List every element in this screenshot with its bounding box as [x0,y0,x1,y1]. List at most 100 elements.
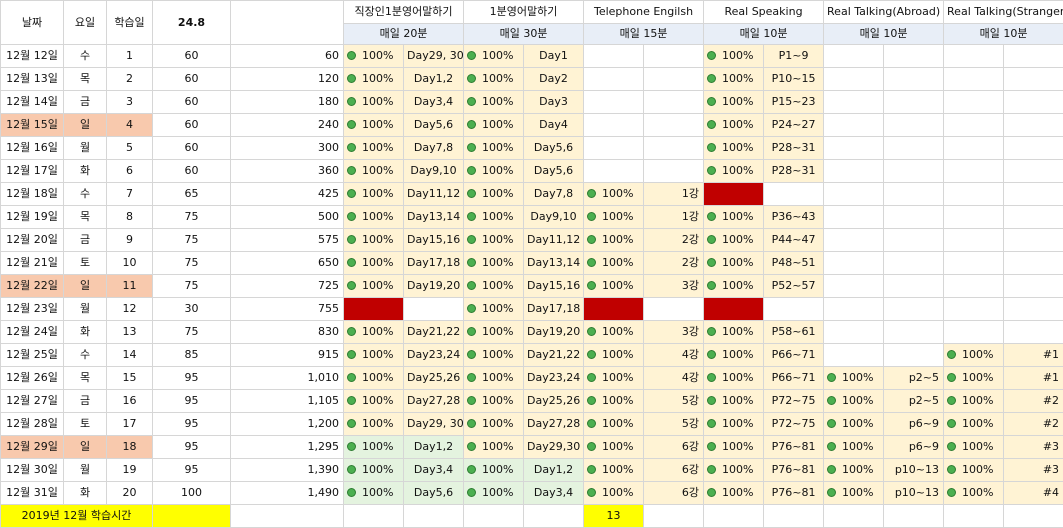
progress-cell[interactable]: 100% [584,436,644,459]
lesson-cell[interactable]: Day29,30 [524,436,584,459]
cumulative-cell[interactable]: 755 [231,298,344,321]
lesson-cell[interactable]: Day1,2 [524,459,584,482]
empty-cell[interactable] [584,68,644,91]
empty-cell[interactable] [884,275,944,298]
study-day-cell[interactable]: 17 [107,413,153,436]
lesson-cell[interactable]: #1 [1004,367,1063,390]
progress-cell[interactable]: 100% [464,252,524,275]
progress-cell[interactable]: 100% [704,275,764,298]
date-cell[interactable]: 12월 16일 [1,137,64,160]
progress-cell[interactable]: 100% [464,413,524,436]
empty-cell[interactable] [944,114,1004,137]
progress-cell[interactable]: 100% [584,275,644,298]
study-day-cell[interactable]: 10 [107,252,153,275]
missed-cell[interactable] [584,298,644,321]
study-day-cell[interactable]: 18 [107,436,153,459]
progress-cell[interactable]: 100% [464,298,524,321]
empty-cell[interactable] [944,252,1004,275]
lesson-cell[interactable]: Day13,14 [524,252,584,275]
minutes-cell[interactable]: 95 [153,413,231,436]
empty-cell[interactable] [464,505,524,528]
empty-cell[interactable] [764,183,824,206]
lectures-total[interactable]: 13 [584,505,644,528]
lesson-cell[interactable]: Day7,8 [404,137,464,160]
lesson-cell[interactable]: P66~71 [764,344,824,367]
progress-cell[interactable]: 100% [704,321,764,344]
group-freq-5[interactable]: 매일 10분 [824,24,944,45]
progress-cell[interactable]: 100% [944,344,1004,367]
empty-cell[interactable] [944,137,1004,160]
lesson-cell[interactable]: Day19,20 [404,275,464,298]
weekday-cell[interactable]: 수 [64,183,107,206]
study-day-cell[interactable]: 3 [107,91,153,114]
lesson-cell[interactable]: Day7,8 [524,183,584,206]
empty-cell[interactable] [824,137,884,160]
lesson-cell[interactable]: Day29, 30 [404,45,464,68]
lesson-cell[interactable]: P28~31 [764,137,824,160]
lesson-cell[interactable]: #3 [1004,459,1063,482]
empty-cell[interactable] [1004,298,1063,321]
progress-cell[interactable]: 100% [464,390,524,413]
lesson-cell[interactable]: #2 [1004,413,1063,436]
progress-cell[interactable]: 100% [704,344,764,367]
cumulative-cell[interactable]: 1,200 [231,413,344,436]
cumulative-cell[interactable]: 120 [231,68,344,91]
lesson-cell[interactable]: 3강 [644,275,704,298]
cumulative-cell[interactable]: 575 [231,229,344,252]
progress-cell[interactable]: 100% [464,459,524,482]
progress-cell[interactable]: 100% [704,482,764,505]
group-freq-1[interactable]: 매일 20분 [344,24,464,45]
lesson-cell[interactable]: #1 [1004,344,1063,367]
empty-cell[interactable] [764,505,824,528]
lesson-cell[interactable]: P10~15 [764,68,824,91]
group-header-6[interactable]: Real Talking(Stranger) [944,1,1063,24]
progress-cell[interactable]: 100% [584,344,644,367]
progress-cell[interactable]: 100% [824,413,884,436]
weekday-cell[interactable]: 월 [64,298,107,321]
study-day-cell[interactable]: 14 [107,344,153,367]
lesson-cell[interactable]: Day25,26 [404,367,464,390]
lesson-cell[interactable]: P48~51 [764,252,824,275]
missed-cell[interactable] [344,298,404,321]
empty-cell[interactable] [584,137,644,160]
weekday-cell[interactable]: 수 [64,344,107,367]
progress-cell[interactable]: 100% [944,367,1004,390]
cumulative-cell[interactable]: 360 [231,160,344,183]
study-day-cell[interactable]: 19 [107,459,153,482]
minutes-cell[interactable]: 75 [153,275,231,298]
cumulative-cell[interactable]: 425 [231,183,344,206]
weekday-cell[interactable]: 목 [64,367,107,390]
lesson-cell[interactable]: Day27,28 [524,413,584,436]
study-day-cell[interactable]: 20 [107,482,153,505]
weekday-cell[interactable]: 금 [64,91,107,114]
progress-cell[interactable]: 100% [344,206,404,229]
empty-cell[interactable] [884,298,944,321]
weekday-cell[interactable]: 일 [64,275,107,298]
progress-cell[interactable]: 100% [344,275,404,298]
date-cell[interactable]: 12월 27일 [1,390,64,413]
cumulative-cell[interactable]: 725 [231,275,344,298]
minutes-cell[interactable]: 95 [153,459,231,482]
lesson-cell[interactable]: Day3,4 [404,91,464,114]
date-cell[interactable]: 12월 22일 [1,275,64,298]
minutes-cell[interactable]: 65 [153,183,231,206]
progress-cell[interactable]: 100% [344,344,404,367]
lesson-cell[interactable]: P66~71 [764,367,824,390]
lesson-cell[interactable]: #2 [1004,390,1063,413]
empty-cell[interactable] [884,206,944,229]
empty-cell[interactable] [944,229,1004,252]
progress-cell[interactable]: 100% [464,91,524,114]
progress-cell[interactable]: 100% [584,252,644,275]
lesson-cell[interactable]: Day5,6 [524,137,584,160]
lesson-cell[interactable]: P44~47 [764,229,824,252]
empty-cell[interactable] [1004,91,1063,114]
lesson-cell[interactable]: #4 [1004,482,1063,505]
minutes-cell[interactable]: 60 [153,137,231,160]
cumulative-cell[interactable]: 1,490 [231,482,344,505]
progress-cell[interactable]: 100% [344,68,404,91]
empty-cell[interactable] [584,45,644,68]
lesson-cell[interactable]: 2강 [644,229,704,252]
empty-cell[interactable] [644,298,704,321]
lesson-cell[interactable]: P52~57 [764,275,824,298]
empty-cell[interactable] [944,321,1004,344]
